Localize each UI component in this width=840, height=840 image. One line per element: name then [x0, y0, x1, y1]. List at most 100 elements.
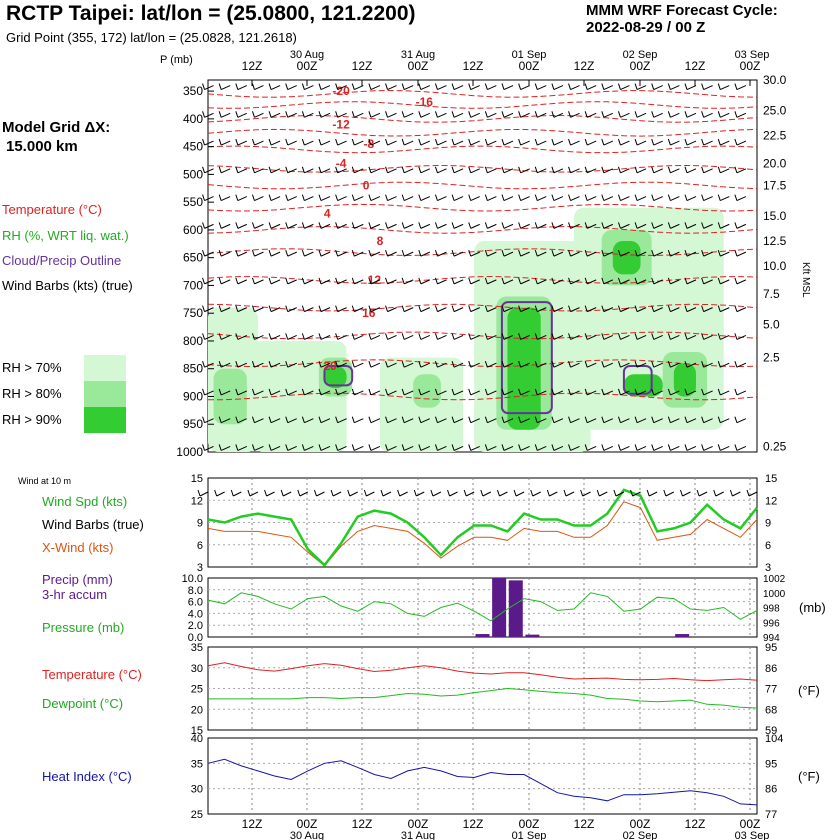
wind-barb	[301, 361, 314, 368]
wind-barb	[385, 333, 397, 340]
height-tick-label: 17.5	[763, 178, 787, 192]
wind-barb	[501, 388, 514, 396]
wind-barb	[318, 111, 331, 118]
wind-barb	[368, 361, 381, 368]
wind-barb	[218, 83, 231, 91]
wind-barb	[518, 138, 530, 146]
wind-barb	[701, 83, 713, 91]
wind-barb	[484, 388, 497, 396]
wind-barb	[218, 444, 231, 451]
wind-barb	[518, 416, 530, 424]
wind-barb	[202, 111, 214, 118]
wind-barb	[335, 166, 347, 174]
wind-barb	[235, 222, 248, 229]
wind-barb	[468, 249, 480, 257]
wind-barb	[584, 166, 597, 174]
wind-barb	[584, 138, 597, 146]
wind-barb	[218, 138, 231, 146]
wind-barb	[684, 138, 697, 146]
wind-barb	[717, 277, 730, 285]
wind-barb	[268, 388, 281, 396]
wind-barb	[667, 111, 680, 118]
wind-barb	[501, 444, 514, 451]
wind-barb	[268, 166, 281, 174]
wind-barb	[701, 222, 713, 229]
wind-barb	[251, 222, 264, 229]
surface-wind-barb	[663, 489, 675, 497]
surface-wind-barb	[563, 489, 575, 497]
wind-barb	[401, 249, 414, 257]
wind-barb	[351, 361, 364, 368]
wind-right-tick: 3	[765, 562, 771, 574]
wind-barb	[634, 138, 647, 146]
isotherm	[207, 392, 758, 401]
pressure-tick-label: 950	[183, 417, 203, 431]
legend-rh80-swatch	[84, 381, 126, 407]
legend-cloud: Cloud/Precip Outline	[2, 253, 122, 268]
wind-barb	[385, 361, 397, 368]
wind-barb	[617, 194, 630, 202]
wind-barb	[601, 416, 614, 424]
wind-barb	[651, 277, 663, 285]
wind-barb	[351, 249, 364, 257]
wind-barb	[568, 416, 580, 424]
wind-barb	[717, 194, 730, 202]
cycle-line2: 2022-08-29 / 00 Z	[586, 19, 706, 36]
wind-barb	[568, 361, 580, 368]
wind-barb	[418, 166, 431, 174]
wind-barb	[251, 166, 264, 174]
wind-barb	[251, 361, 264, 368]
isotherm	[207, 359, 758, 368]
wind-barb	[468, 388, 480, 396]
wind-panel-ytick: 6	[197, 540, 203, 552]
temp-f-tick: 95	[765, 642, 777, 654]
model-grid-value: 15.000 km	[6, 138, 78, 155]
wind-barb	[251, 444, 264, 451]
grid-point-subtitle: Grid Point (355, 172) lat/lon = (25.0828…	[6, 30, 297, 45]
wind-barb	[218, 222, 231, 229]
wind-barb	[301, 305, 314, 313]
wind-barb	[318, 277, 331, 285]
wind-barb	[518, 305, 530, 313]
surface-wind-barb	[679, 489, 691, 497]
isotherm	[207, 145, 758, 154]
wind-barbs-label: Wind Barbs (true)	[42, 517, 144, 532]
wind-barb	[385, 222, 397, 229]
wind-barb	[285, 83, 297, 91]
temperature-line	[207, 662, 758, 682]
wind-barb	[734, 166, 747, 174]
wind-barb	[634, 194, 647, 202]
height-tick-label: 7.5	[763, 287, 780, 301]
rh-region	[673, 363, 696, 397]
isotherm	[207, 303, 758, 312]
legend-rh90-label: RH > 90%	[2, 412, 62, 427]
wind-barb	[651, 166, 663, 174]
wind-barb	[401, 138, 414, 146]
surface-wind-barb	[297, 489, 309, 497]
wind-barb	[268, 83, 281, 91]
bottom-day-label: 01 Sep	[512, 830, 547, 840]
pressure-tick-label: 850	[183, 362, 203, 376]
wind-barb	[684, 277, 697, 285]
wind-barb	[251, 194, 264, 202]
wind-barb	[568, 222, 580, 229]
pressure-tick-label: 700	[183, 278, 203, 292]
rh-region	[507, 307, 541, 430]
wind-barb	[634, 416, 647, 424]
legend-temperature: Temperature (°C)	[2, 202, 102, 217]
wind-barb	[551, 333, 564, 340]
wind-barb	[584, 83, 597, 91]
legend-wind: Wind Barbs (kts) (true)	[2, 278, 133, 293]
wind-barb	[401, 222, 414, 229]
surface-wind-barb	[613, 489, 625, 497]
wind-barb	[501, 361, 514, 368]
surface-wind-barb	[347, 489, 358, 497]
wind-barb	[351, 138, 364, 146]
pressure-tick-label: 800	[183, 334, 203, 348]
wind-barb	[368, 222, 381, 229]
height-tick-label: 25.0	[763, 104, 787, 118]
top-day-label: 03 Sep	[735, 49, 770, 61]
wind-barb	[335, 388, 347, 396]
wind-barb	[418, 277, 431, 285]
wind-barb	[285, 277, 297, 285]
